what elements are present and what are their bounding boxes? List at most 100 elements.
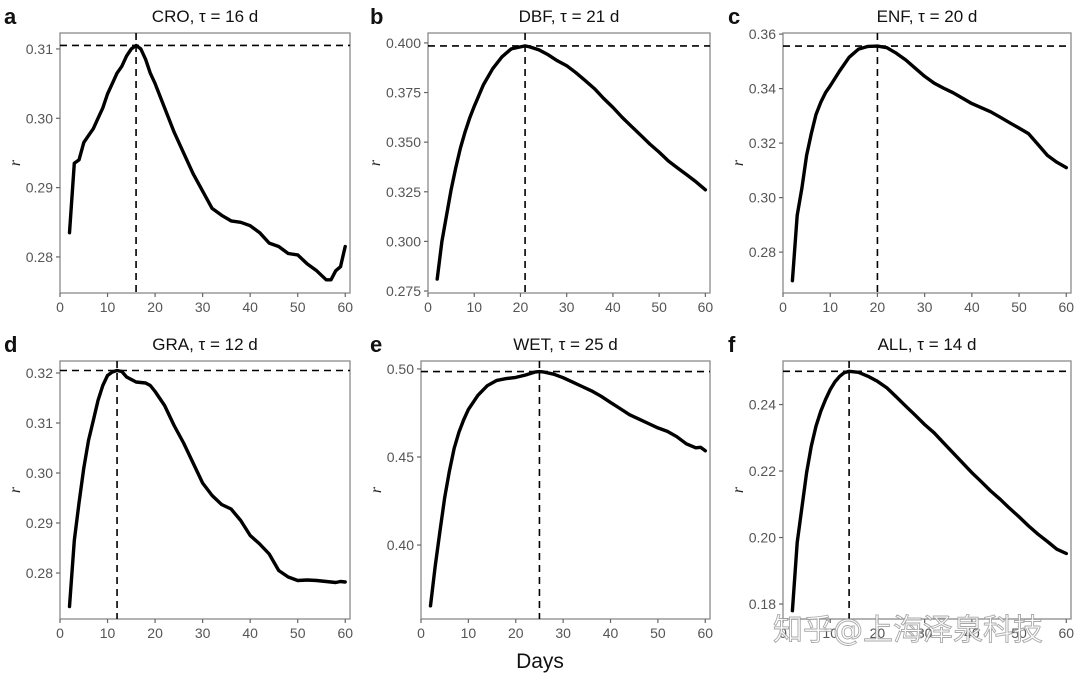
panel-e: e WET, τ = 25 d 0 10 20 30 40 50 60 0.40 0.45 0.50 r — [368, 332, 713, 641]
x-tick-label: 20 — [147, 299, 163, 315]
panel-f: f ALL, τ = 14 d 0 10 20 30 40 50 60 0.18 0.20 0.22 0… — [728, 332, 1074, 641]
y-tick-label: 0.24 — [749, 397, 776, 413]
x-tick-label: 20 — [870, 625, 886, 641]
x-tick-label: 10 — [466, 299, 482, 315]
x-tick-label: 30 — [195, 625, 211, 641]
x-tick-label: 0 — [424, 299, 432, 315]
x-tick-label: 50 — [290, 299, 306, 315]
x-tick-label: 10 — [461, 625, 477, 641]
panel-letter: a — [4, 4, 17, 29]
plot-frame — [420, 360, 711, 620]
panel-letter: e — [370, 332, 382, 357]
x-tick-label: 0 — [779, 625, 787, 641]
y-axis-label: r — [7, 486, 24, 493]
x-tick-label: 40 — [242, 299, 258, 315]
y-tick-label: 0.32 — [26, 365, 53, 381]
x-tick-label: 20 — [147, 625, 163, 641]
y-tick-label: 0.30 — [749, 190, 776, 206]
y-tick-label: 0.36 — [749, 26, 776, 42]
x-tick-label: 30 — [195, 299, 211, 315]
plot-frame — [427, 32, 711, 294]
x-tick-label: 40 — [603, 625, 619, 641]
y-tick-label: 0.31 — [26, 415, 53, 431]
y-tick-label: 0.275 — [386, 283, 421, 299]
x-tick-label: 10 — [822, 299, 838, 315]
x-tick-label: 0 — [417, 625, 425, 641]
x-tick-label: 0 — [56, 625, 64, 641]
y-tick-label: 0.22 — [749, 463, 776, 479]
x-tick-label: 30 — [917, 625, 933, 641]
y-tick-label: 0.31 — [26, 41, 53, 57]
x-tick-label: 10 — [100, 625, 116, 641]
panel-title: ALL, τ = 14 d — [878, 335, 977, 354]
y-tick-label: 0.325 — [386, 184, 421, 200]
x-tick-label: 40 — [242, 625, 258, 641]
y-tick-label: 0.18 — [749, 596, 776, 612]
x-tick-label: 0 — [56, 299, 64, 315]
y-tick-label: 0.28 — [749, 244, 776, 260]
x-tick-label: 60 — [698, 299, 714, 315]
y-axis-label: r — [368, 486, 385, 493]
correlation-curve — [67, 43, 347, 282]
y-tick-label: 0.28 — [26, 565, 53, 581]
y-tick-label: 0.40 — [387, 537, 414, 553]
x-tick-label: 40 — [964, 299, 980, 315]
x-tick-label: 30 — [917, 299, 933, 315]
x-tick-label: 30 — [555, 625, 571, 641]
panel-title: WET, τ = 25 d — [513, 335, 618, 354]
panel-title: CRO, τ = 16 d — [152, 7, 258, 26]
panel-letter: f — [728, 332, 736, 357]
correlation-curve — [435, 44, 708, 281]
watermark: 知乎@上海泽泉科技 — [773, 613, 1043, 648]
x-tick-label: 60 — [697, 625, 713, 641]
panel-a: a CRO, τ = 16 d 0 10 20 30 40 50 60 0.28 0.29 0.30 0… — [4, 4, 353, 315]
x-tick-label: 40 — [605, 299, 621, 315]
panel-letter: b — [370, 4, 383, 29]
correlation-curve — [67, 368, 347, 609]
x-tick-label: 10 — [100, 299, 116, 315]
x-tick-label: 40 — [964, 625, 980, 641]
y-tick-label: 0.30 — [26, 110, 53, 126]
plot-frame — [782, 32, 1072, 294]
y-tick-label: 0.34 — [749, 81, 776, 97]
plot-frame — [782, 360, 1072, 620]
x-tick-label: 50 — [290, 625, 306, 641]
correlation-curve — [428, 369, 707, 608]
plot-frame — [59, 32, 351, 294]
panel-title: ENF, τ = 20 d — [877, 7, 978, 26]
x-tick-label: 50 — [1011, 625, 1027, 641]
y-tick-label: 0.45 — [387, 449, 414, 465]
x-tick-label: 50 — [650, 625, 666, 641]
y-tick-label: 0.28 — [26, 249, 53, 265]
panel-c: c ENF, τ = 20 d 0 10 20 30 40 50 60 0.28 0.30 0.32 0… — [728, 4, 1074, 315]
x-tick-label: 60 — [1058, 625, 1074, 641]
x-axis-label: Days — [516, 650, 564, 673]
plot-frame — [59, 360, 351, 620]
y-axis-label: r — [730, 486, 747, 493]
x-tick-label: 20 — [870, 299, 886, 315]
y-axis-label: r — [7, 159, 24, 166]
y-tick-label: 0.32 — [749, 135, 776, 151]
y-tick-label: 0.29 — [26, 515, 53, 531]
x-tick-label: 0 — [779, 299, 787, 315]
y-tick-label: 0.50 — [387, 361, 414, 377]
panel-letter: d — [4, 332, 17, 357]
y-tick-label: 0.300 — [386, 233, 421, 249]
panel-title: DBF, τ = 21 d — [519, 7, 620, 26]
y-tick-label: 0.20 — [749, 530, 776, 546]
y-axis-label: r — [367, 159, 384, 166]
x-tick-label: 10 — [822, 625, 838, 641]
x-tick-label: 60 — [337, 625, 353, 641]
y-tick-label: 0.30 — [26, 465, 53, 481]
panel-title: GRA, τ = 12 d — [152, 335, 257, 354]
x-tick-label: 30 — [559, 299, 575, 315]
x-tick-label: 20 — [508, 625, 524, 641]
panel-d: d GRA, τ = 12 d 0 10 20 30 40 50 60 0.28 0.29 0.30 0… — [4, 332, 353, 641]
y-tick-label: 0.29 — [26, 180, 53, 196]
x-tick-label: 20 — [513, 299, 529, 315]
x-tick-label: 60 — [337, 299, 353, 315]
correlation-curve — [790, 44, 1069, 283]
x-tick-label: 60 — [1058, 299, 1074, 315]
x-tick-label: 50 — [651, 299, 667, 315]
correlation-curve — [790, 369, 1069, 613]
